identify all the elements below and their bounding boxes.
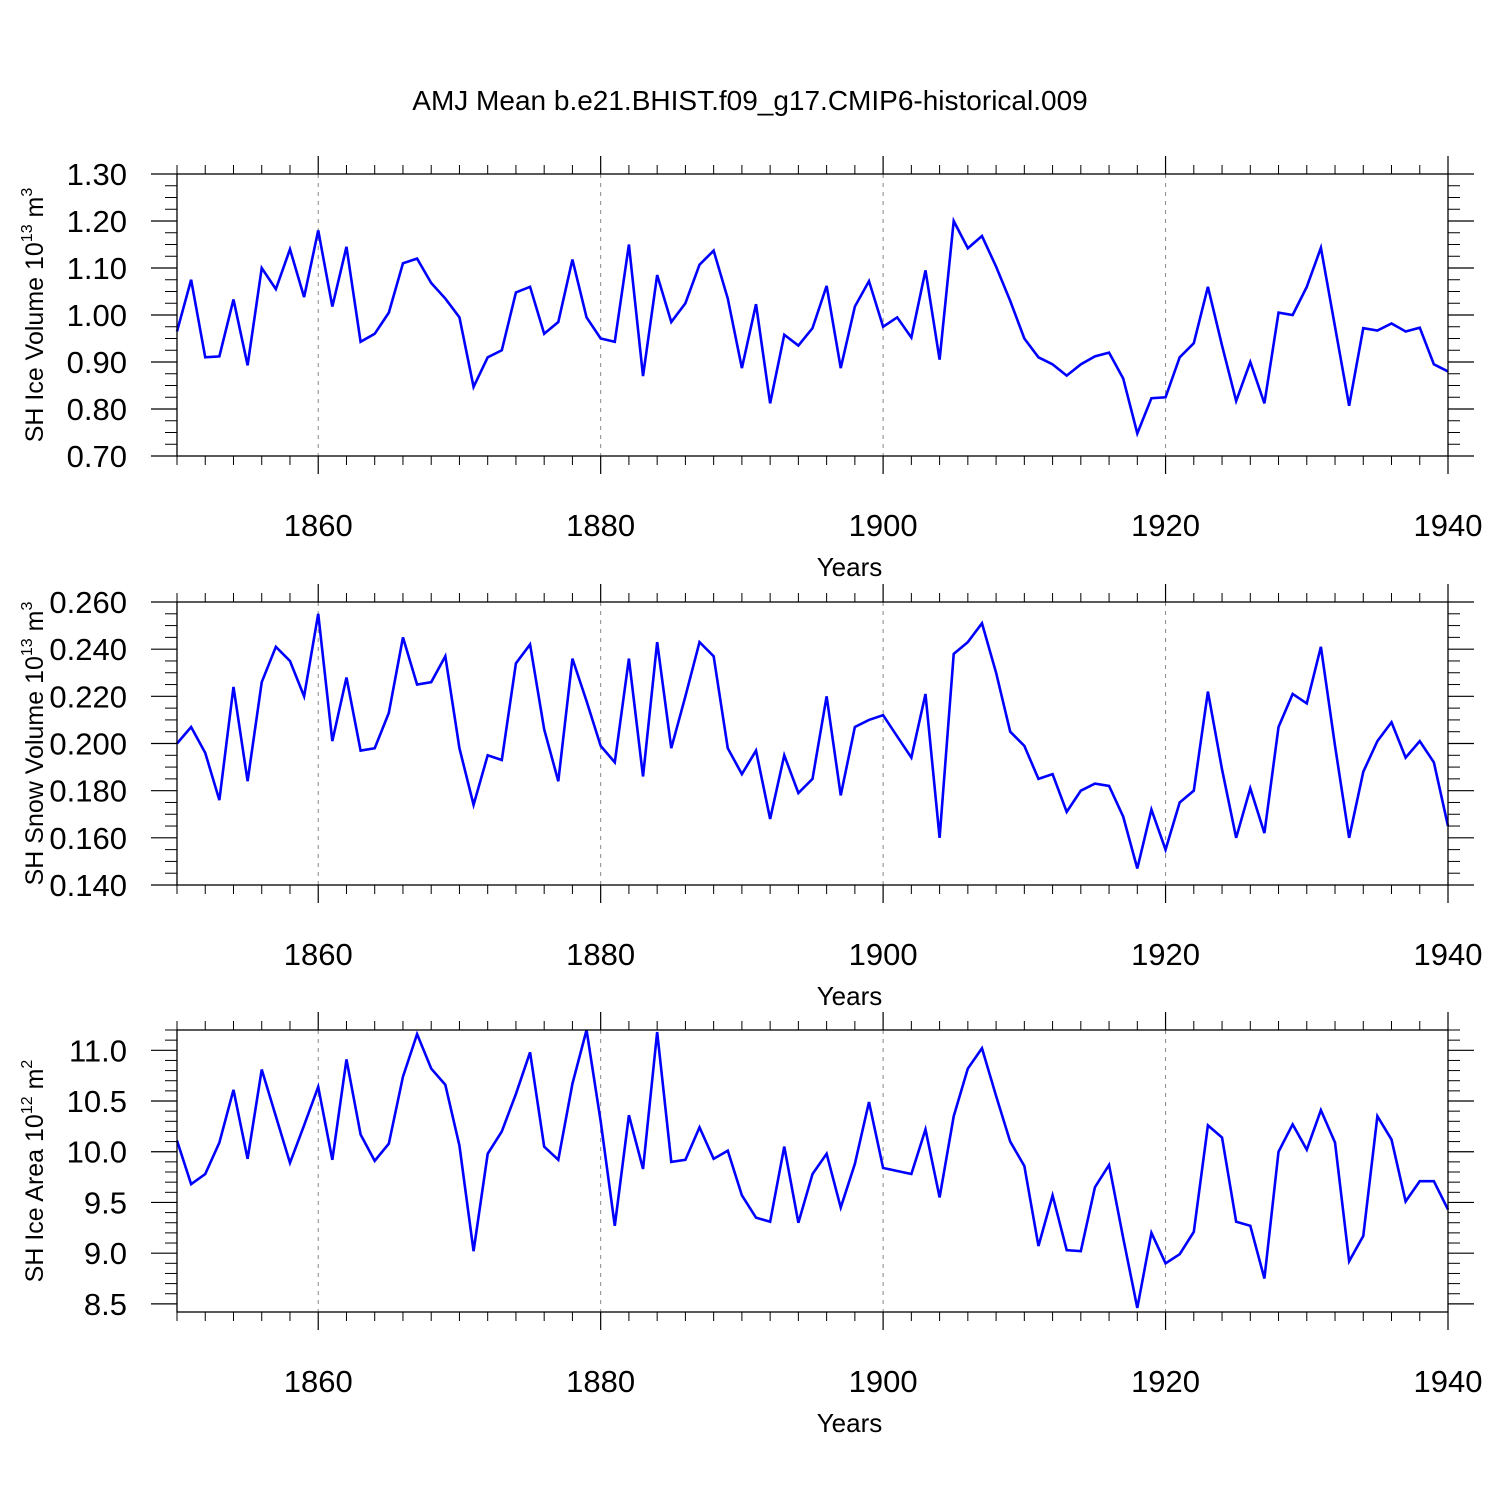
panel-snow-volume: 1860 1880 1900 1920 1940 0.140 0.160 0.180 0.200… — [19, 584, 1482, 1011]
chart-0-series-line — [175, 216, 1449, 438]
chart-0-y-tick-label: 0.90 — [67, 345, 127, 380]
chart-2-y-axis-title-unit: m — [21, 1069, 49, 1097]
chart-1-y-axis-title-main: SH Snow Volume 10 — [21, 656, 49, 885]
chart-1-x-tick-label: 1940 — [1414, 937, 1483, 972]
chart-0-y-tick-label: 0.70 — [67, 439, 127, 474]
chart-0-y-axis-title-exponent: 13 — [19, 224, 36, 242]
chart-0-y-tick-label: 1.10 — [67, 251, 127, 286]
chart-2-y-tick-label: 8.5 — [84, 1287, 127, 1322]
chart-1-y-tick-label: 0.240 — [49, 632, 127, 667]
chart-1-y-axis-title-unit-exponent: 3 — [19, 602, 36, 611]
chart-2-y-axis-title: SH Ice Area 1012 m2 — [19, 1060, 49, 1283]
chart-2-x-tick-label: 1880 — [566, 1364, 635, 1399]
chart-0-y-axis-title: SH Ice Volume 1013 m3 — [19, 188, 49, 443]
chart-1-y-tick-label: 0.260 — [49, 585, 127, 620]
chart-2-series-line — [175, 1029, 1450, 1309]
chart-0-y-tick-label: 0.80 — [67, 392, 127, 427]
chart-1-y-tick-label: 0.220 — [49, 679, 127, 714]
chart-1-x-tick-label: 1880 — [566, 937, 635, 972]
chart-2-frame — [176, 1029, 1449, 1313]
chart-1-series-line — [176, 613, 1450, 869]
chart-2-y-axis-title-main: SH Ice Area 10 — [21, 1114, 49, 1282]
chart-0-y-axis-title-unit: m — [21, 197, 49, 225]
chart-2-y-tick-label: 11.0 — [69, 1033, 127, 1068]
chart-1-x-tick-label: 1900 — [849, 937, 918, 972]
chart-1-y-tick-label: 0.140 — [49, 868, 127, 903]
chart-0-y-axis-title-unit-exponent: 3 — [19, 188, 36, 197]
chart-2-y-axis-title-exponent: 12 — [19, 1096, 36, 1114]
chart-2-y-axis-title-unit-exponent: 2 — [19, 1060, 36, 1069]
chart-2-y-tick-label: 9.5 — [84, 1185, 127, 1220]
chart-0-x-tick-label: 1940 — [1414, 508, 1483, 543]
chart-2-x-tick-label: 1940 — [1414, 1364, 1483, 1399]
panel-ice-volume: 1860 1880 1900 1920 1940 0.70 0.80 0.90 1.00 1.10… — [19, 156, 1482, 582]
chart-2-x-tick-label: 1900 — [849, 1364, 918, 1399]
chart-1-y-axis-title-exponent: 13 — [19, 638, 36, 656]
chart-1-y-axis-title: SH Snow Volume 1013 m3 — [19, 602, 49, 886]
chart-2-x-tick-label: 1860 — [284, 1364, 353, 1399]
chart-0-x-tick-label: 1920 — [1131, 508, 1200, 543]
chart-1-y-tick-label: 0.200 — [49, 727, 127, 762]
chart-0-x-tick-label: 1900 — [849, 508, 918, 543]
chart-1-x-tick-label: 1920 — [1131, 937, 1200, 972]
chart-2-y-tick-label: 10.5 — [67, 1084, 127, 1119]
chart-0-x-tick-label: 1880 — [566, 508, 635, 543]
chart-1-x-axis-title: Years — [817, 981, 883, 1011]
panel-ice-area: 1860 1880 1900 1920 1940 8.5 9.0 9.5 10.0 10.5 11.… — [19, 1012, 1482, 1438]
chart-1-y-axis-title-unit: m — [21, 611, 49, 639]
chart-2-y-tick-label: 10.0 — [67, 1135, 127, 1170]
chart-0-y-tick-label: 1.00 — [67, 298, 127, 333]
chart-1-x-tick-label: 1860 — [284, 937, 353, 972]
chart-0-x-axis-title: Years — [817, 552, 883, 582]
chart-0-y-tick-label: 1.20 — [67, 204, 127, 239]
figure-title: AMJ Mean b.e21.BHIST.f09_g17.CMIP6-histo… — [412, 85, 1087, 116]
chart-0-y-tick-label: 1.30 — [67, 157, 127, 192]
chart-2-y-tick-label: 9.0 — [84, 1236, 127, 1271]
chart-0-y-axis-title-main: SH Ice Volume 10 — [21, 242, 49, 442]
chart-2-x-tick-label: 1920 — [1131, 1364, 1200, 1399]
chart-1-y-tick-label: 0.160 — [49, 821, 127, 856]
chart-2-x-axis-title: Years — [817, 1408, 883, 1438]
chart-0-x-tick-label: 1860 — [284, 508, 353, 543]
chart-1-y-tick-label: 0.180 — [49, 774, 127, 809]
